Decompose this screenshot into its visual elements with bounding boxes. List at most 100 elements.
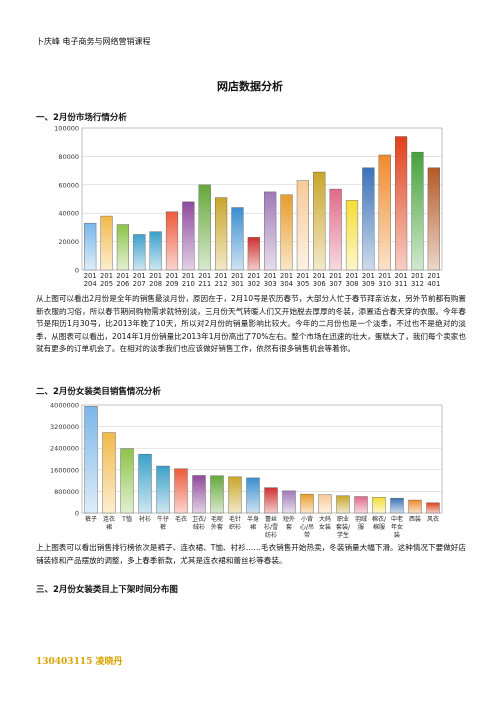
x-tick-label: 211 <box>198 280 211 288</box>
x-tick-label: 201 <box>362 272 375 280</box>
x-tick-label: 205 <box>100 280 113 288</box>
y-tick-label: 4000000 <box>50 402 79 410</box>
x-tick-label: 201 <box>247 272 260 280</box>
x-tick-label: 201 <box>296 272 309 280</box>
y-tick-label: 3200000 <box>50 423 79 431</box>
bar <box>427 167 440 271</box>
x-tick-label: 套 <box>286 523 292 531</box>
x-tick-label: 心/吊 <box>300 524 314 531</box>
x-tick-label: 毛呢 <box>211 515 223 523</box>
x-tick-label: 201 <box>166 272 179 280</box>
x-tick-label: 301 <box>231 280 244 288</box>
y-tick-label: 1600000 <box>50 466 79 474</box>
bar <box>231 207 244 271</box>
x-tick-label: 201 <box>395 272 408 280</box>
bar <box>395 136 408 271</box>
x-tick-label: 208 <box>149 280 162 288</box>
x-tick-label: 307 <box>329 280 342 288</box>
y-tick-label: 800000 <box>54 488 79 496</box>
bar <box>84 222 97 271</box>
x-tick-label: 201 <box>116 272 129 280</box>
bar <box>120 448 134 514</box>
bar <box>156 465 170 514</box>
x-tick-label: 牛仔 <box>157 515 169 523</box>
x-tick-label: 羽绒 <box>355 515 367 523</box>
x-tick-label: 204 <box>84 280 97 288</box>
x-tick-label: 学生 <box>337 531 349 539</box>
bar <box>228 476 242 514</box>
x-tick-label: 209 <box>166 280 179 288</box>
x-tick-label: 207 <box>133 280 146 288</box>
paragraph-market-analysis: 从上图可以看出2月份是全年的销售最淡月份，原因在于，2月10号是农历春节，大部分… <box>36 294 466 353</box>
x-tick-label: 201 <box>149 272 162 280</box>
section-heading-market: 一、2月份市场行情分析 <box>36 113 127 123</box>
x-tick-label: 小背 <box>301 515 313 523</box>
bar <box>210 475 224 514</box>
x-tick-label: 大码 <box>319 515 331 523</box>
bar <box>149 231 162 271</box>
bar <box>264 191 277 271</box>
bar <box>192 475 206 514</box>
bar <box>182 201 195 271</box>
x-tick-label: 带 <box>304 531 310 539</box>
author-footer: 130403115 凌晓丹 <box>36 657 123 667</box>
bar <box>354 496 368 514</box>
x-tick-label: 卫衣/ <box>192 515 207 523</box>
x-tick-label: 303 <box>264 280 277 288</box>
bar <box>329 188 342 271</box>
market-trend-chart: 0200004000060000800001000002012042012052… <box>54 125 443 288</box>
x-tick-label: 201 <box>182 272 195 280</box>
x-tick-label: 212 <box>215 280 228 288</box>
bar <box>372 497 386 514</box>
x-tick-label: 201 <box>133 272 146 280</box>
bar <box>84 406 98 514</box>
bar <box>247 237 260 271</box>
x-tick-label: 半身 <box>247 515 259 523</box>
bar <box>296 180 310 271</box>
x-tick-label: 服 <box>358 524 364 531</box>
bar <box>246 477 260 514</box>
x-tick-label: 纺衫 <box>265 531 277 539</box>
x-tick-label: 201 <box>231 272 244 280</box>
bar <box>214 197 228 271</box>
x-tick-label: 中老 <box>391 515 403 523</box>
bar <box>282 490 296 514</box>
plot-area <box>81 404 443 514</box>
x-tick-label: 风衣 <box>427 515 439 523</box>
x-tick-label: 201 <box>84 272 97 280</box>
x-tick-label: 毛针 <box>229 515 241 523</box>
x-tick-label: 201 <box>411 272 424 280</box>
x-tick-label: 201 <box>215 272 228 280</box>
y-tick-label: 20000 <box>58 238 79 246</box>
x-tick-label: T恤 <box>121 515 132 523</box>
x-tick-label: 201 <box>264 272 277 280</box>
bar <box>408 499 422 514</box>
x-tick-label: 201 <box>427 272 440 280</box>
bar <box>336 495 350 514</box>
x-tick-label: 401 <box>427 280 440 288</box>
y-tick-label: 0 <box>75 267 79 275</box>
x-tick-label: 206 <box>116 280 129 288</box>
bar <box>390 497 404 514</box>
x-tick-label: 棉衣/ <box>372 515 387 523</box>
bar <box>165 211 179 271</box>
paragraph-sales-analysis: 上上图表可以看出销售排行榜依次是裤子、连衣裙、T恤、衬衫……毛衣销售开始热卖，冬… <box>36 543 466 565</box>
bar <box>102 432 116 514</box>
bar <box>362 167 375 271</box>
document-header: 卜庆峰 电子商务与网络营销课程 <box>36 37 151 46</box>
x-tick-label: 201 <box>280 272 293 280</box>
x-tick-label: 女装 <box>319 523 331 531</box>
x-tick-label: 短外 <box>283 515 295 523</box>
section-heading-listing-time: 三、2月份女装类目上下架时间分布图 <box>36 585 178 595</box>
bar <box>426 502 440 514</box>
x-tick-label: 305 <box>296 280 309 288</box>
x-tick-label: 套装/ <box>336 523 351 531</box>
x-tick-label: 201 <box>346 272 359 280</box>
x-tick-label: 衫/雪 <box>264 523 278 531</box>
x-tick-label: 连衣 <box>103 515 115 523</box>
bar <box>313 171 326 271</box>
y-tick-label: 80000 <box>58 153 79 161</box>
x-tick-label: 308 <box>346 280 359 288</box>
x-tick-label: 毛衣 <box>175 515 187 523</box>
bar <box>345 200 359 271</box>
